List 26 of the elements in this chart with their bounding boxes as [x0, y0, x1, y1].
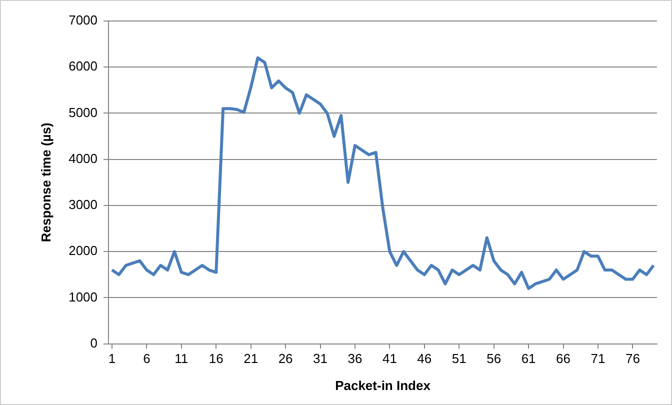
x-tick-label: 56	[486, 351, 502, 366]
y-tick-label: 4000	[68, 150, 98, 166]
x-tick-label: 41	[382, 351, 397, 366]
y-tick-label: 7000	[68, 12, 98, 28]
x-tick-label: 66	[556, 351, 571, 366]
y-tick-label: 0	[90, 335, 98, 350]
x-tick-label: 21	[244, 351, 258, 366]
x-axis-title: Packet-in Index	[335, 378, 432, 393]
y-tick-label: 1000	[68, 289, 98, 304]
y-tick-label: 3000	[68, 197, 98, 212]
y-tick-label: 6000	[68, 58, 98, 74]
x-tick-label: 11	[174, 351, 188, 366]
x-tick-label: 51	[452, 351, 466, 366]
x-tick-label: 76	[625, 351, 640, 366]
x-tick-label: 1	[108, 351, 116, 366]
y-axis-title: Response time (µs)	[38, 122, 54, 242]
x-tick-label: 6	[143, 351, 150, 366]
x-tick-label: 16	[208, 351, 224, 366]
x-tick-label: 61	[521, 351, 536, 366]
x-tick-label: 36	[348, 351, 362, 366]
x-tick-label: 31	[313, 351, 328, 366]
x-tick-label: 26	[278, 351, 293, 366]
x-tick-label: 46	[417, 351, 432, 366]
y-tick-label: 2000	[68, 243, 98, 258]
y-tick-label: 5000	[68, 104, 98, 120]
x-tick-label: 71	[590, 351, 606, 366]
